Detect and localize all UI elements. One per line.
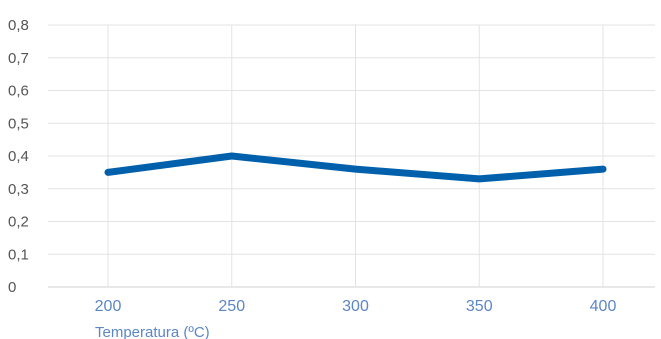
y-tick-label: 0,8 (8, 17, 29, 34)
x-tick-label: 400 (590, 298, 617, 315)
x-axis-label: Temperatura (ºC) (95, 324, 210, 339)
y-tick-label: 0,7 (8, 50, 29, 67)
y-tick-label: 0,5 (8, 115, 29, 132)
y-tick-label: 0 (8, 279, 16, 296)
x-tick-label: 250 (218, 298, 245, 315)
y-axis-ticks: 0 0,1 0,2 0,3 0,4 0,5 0,6 0,7 0,8 (8, 17, 29, 296)
series-line (104, 152, 607, 183)
x-axis-ticks: 200 250 300 350 400 (95, 298, 617, 315)
x-tick-label: 300 (342, 298, 369, 315)
x-tick-label: 350 (466, 298, 493, 315)
y-tick-label: 0,3 (8, 181, 29, 198)
y-tick-label: 0,6 (8, 83, 29, 100)
series-layer (104, 152, 607, 183)
y-tick-label: 0,1 (8, 246, 29, 263)
grid-lines (48, 24, 655, 288)
x-tick-label: 200 (95, 298, 122, 315)
y-tick-label: 0,4 (8, 148, 29, 165)
y-tick-label: 0,2 (8, 214, 29, 231)
